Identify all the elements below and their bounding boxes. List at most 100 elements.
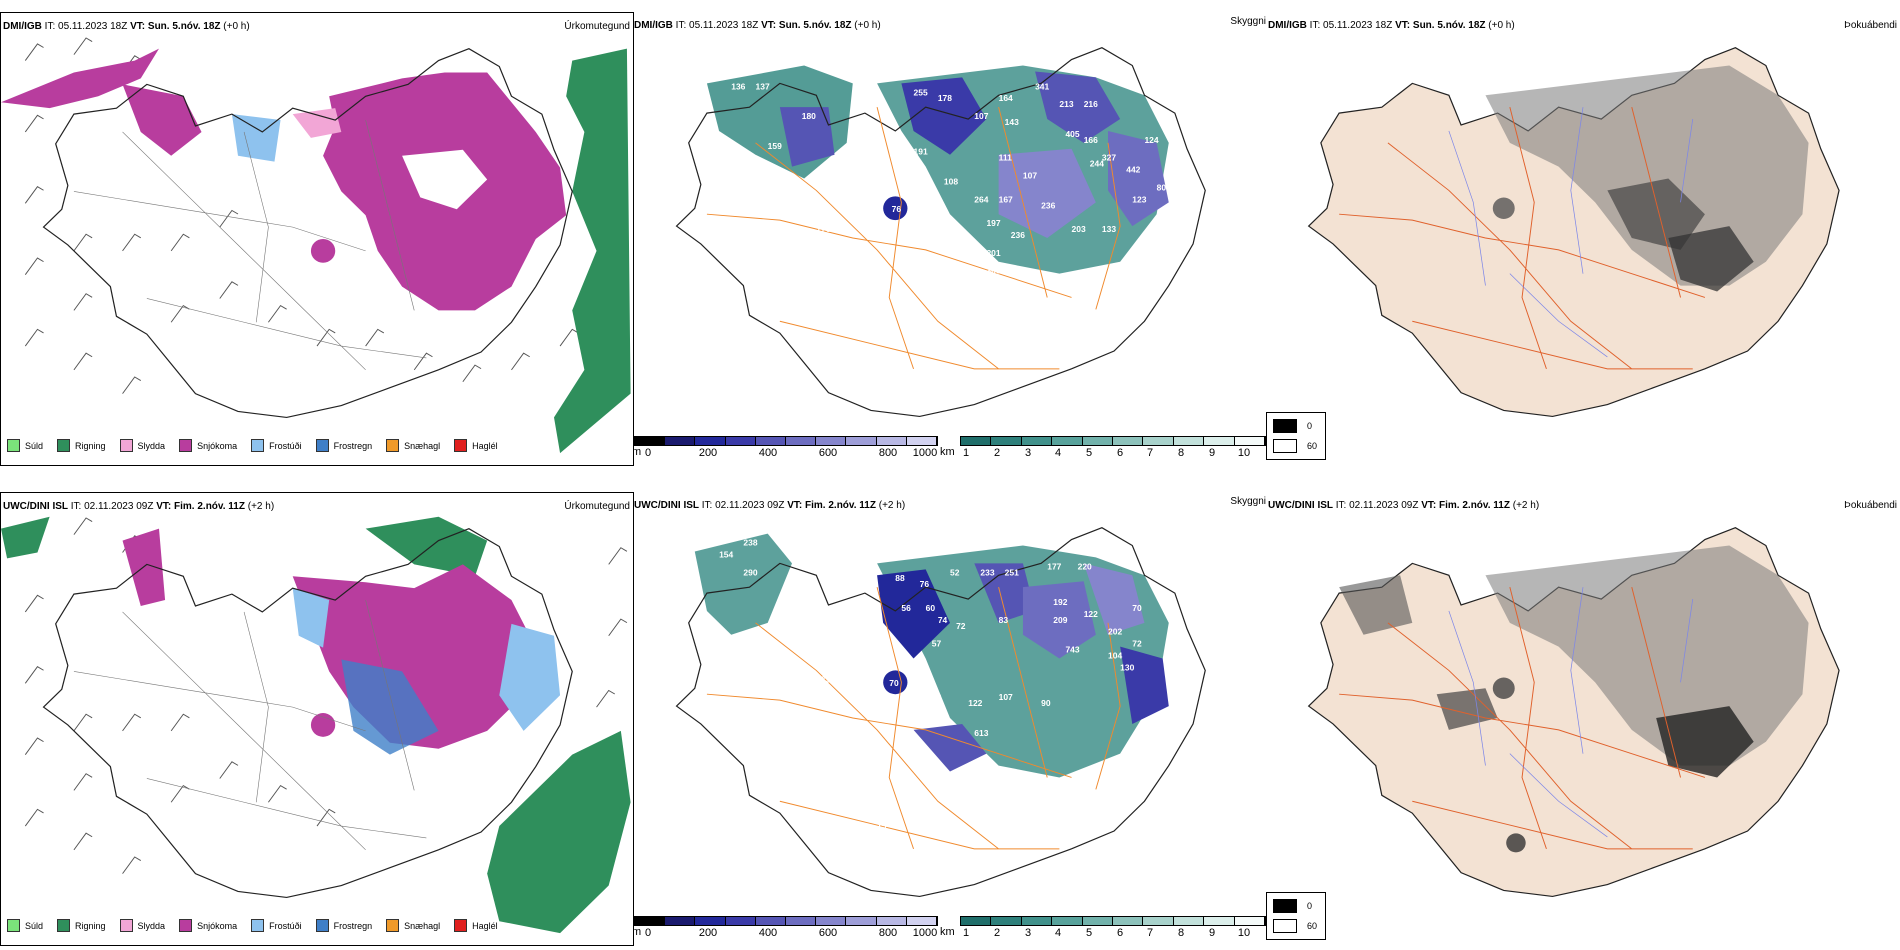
legend-item: Snjókoma [179,439,237,452]
svg-text:52: 52 [950,567,960,577]
legend-swatch [179,439,193,452]
svg-text:176: 176 [816,224,831,234]
svg-text:122: 122 [1084,609,1099,619]
svg-text:56: 56 [901,603,911,613]
svg-text:70: 70 [889,678,899,688]
legend-item: Rigning [57,919,106,932]
fog-header-bottom: UWC/DINI ISL IT: 02.11.2023 09Z VT: Fim.… [1268,500,1540,511]
legend-item: Haglél [454,919,498,932]
legend-swatch [315,439,329,452]
svg-text:133: 133 [1102,224,1117,234]
precip-map-top [1,37,631,454]
legend-swatch [251,439,265,452]
visibility-colorbar-swatches [960,916,1266,926]
legend-item: Slydda [119,919,165,932]
svg-text:264: 264 [974,194,989,204]
fog-legend-top: 0 60 [1266,412,1326,460]
svg-text:60: 60 [926,603,936,613]
svg-text:209: 209 [1053,615,1068,625]
svg-text:57: 57 [932,639,942,649]
svg-text:216: 216 [1084,99,1099,109]
snow-area-northwest [1,48,159,109]
svg-text:62: 62 [932,692,942,702]
precip-title-top: Úrkomutegund [564,21,630,32]
legend-item: Frostregn [315,919,372,932]
legend-item: Frostúði [251,439,302,452]
visibility-unit: km [940,926,955,938]
ceiling-ticks: 0 200 400 600 800 1000 [644,447,938,459]
svg-text:154: 154 [719,550,734,560]
svg-text:159: 159 [768,141,783,151]
ceiling-colorbar-top: m 0 200 400 600 800 1000 [634,436,938,460]
svg-text:72: 72 [1132,639,1142,649]
precip-panel-bottom: UWC/DINI ISL IT: 02.11.2023 09Z VT: Fim.… [0,492,634,946]
svg-text:173: 173 [816,674,831,684]
svg-text:202: 202 [1108,627,1123,637]
svg-text:81: 81 [956,236,966,246]
legend-item: Snæhagl [386,439,440,452]
precip-header-top: DMI/IGB IT: 05.11.2023 18Z VT: Sun. 5.nó… [3,21,250,32]
ceiling-colorbar-swatches [634,436,938,446]
svg-text:203: 203 [1072,224,1087,234]
fog-legend-bottom: 0 60 [1266,892,1326,940]
ceiling-colorbar-swatches [634,916,938,926]
visibility-ticks: 1 2 3 4 5 6 7 8 9 10 [962,927,1251,939]
svg-text:137: 137 [756,81,771,91]
precip-title-bottom: Úrkomutegund [564,501,630,512]
legend-swatch [454,919,468,932]
svg-text:104: 104 [1108,651,1123,661]
fog-title-top: Þokuábendi [1844,20,1897,31]
fog-legend-swatch [1273,419,1297,433]
fog-legend-item: 0 [1273,419,1319,433]
fog-legend-swatch [1273,439,1297,453]
legend-item: Haglél [454,439,498,452]
svg-text:251: 251 [1005,567,1020,577]
precip-header-bottom: UWC/DINI ISL IT: 02.11.2023 09Z VT: Fim.… [3,501,275,512]
svg-text:201: 201 [986,248,1001,258]
svg-text:130: 130 [1120,663,1135,673]
svg-text:72: 72 [956,621,966,631]
ceiling-map-bottom: 154 238 290 173 88 76 52 233 251 177 220… [675,527,1206,898]
svg-text:236: 236 [1041,200,1056,210]
svg-text:111: 111 [999,153,1013,163]
svg-text:177: 177 [1047,561,1062,571]
svg-text:244: 244 [1090,159,1105,169]
legend-item: Snjókoma [179,919,237,932]
svg-text:74: 74 [938,615,948,625]
fog-panel-top: DMI/IGB IT: 05.11.2023 18Z VT: Sun. 5.nó… [1266,12,1900,464]
ceiling-unit: m [634,926,642,938]
svg-text:180: 180 [802,111,817,121]
legend-swatch [386,919,400,932]
svg-text:197: 197 [986,218,1001,228]
svg-text:192: 192 [1053,597,1068,607]
svg-text:122: 122 [968,698,983,708]
svg-text:70: 70 [1132,603,1142,613]
precip-panel-top: DMI/IGB IT: 05.11.2023 18Z VT: Sun. 5.nó… [0,12,634,466]
legend-item: Frostregn [315,439,372,452]
svg-text:327: 327 [1102,153,1117,163]
svg-text:220: 220 [1078,561,1093,571]
legend-swatch [315,919,329,932]
svg-text:108: 108 [944,177,959,187]
svg-text:236: 236 [1011,230,1026,240]
svg-text:164: 164 [999,93,1014,103]
svg-text:15: 15 [877,821,887,831]
fog-legend-swatch [1273,919,1297,933]
svg-text:136: 136 [731,81,746,91]
svg-text:213: 213 [1059,99,1074,109]
svg-text:88: 88 [853,823,863,833]
legend-swatch [7,439,20,452]
svg-text:167: 167 [999,194,1014,204]
fog-map-top [1308,47,1840,418]
legend-item: Frostúði [251,919,302,932]
svg-text:80: 80 [1157,183,1167,193]
visibility-ticks: 1 2 3 4 5 6 7 8 9 10 [962,447,1251,459]
svg-text:161: 161 [725,663,740,673]
visibility-colorbar-swatches [960,436,1266,446]
svg-text:76: 76 [920,579,930,589]
svg-text:178: 178 [938,93,953,103]
svg-text:238: 238 [743,538,758,548]
svg-text:107: 107 [974,111,989,121]
svg-text:123: 123 [1132,194,1147,204]
ceiling-panel-top: 136 137 180 255 178 107 164 341 213 216 … [634,12,1266,464]
